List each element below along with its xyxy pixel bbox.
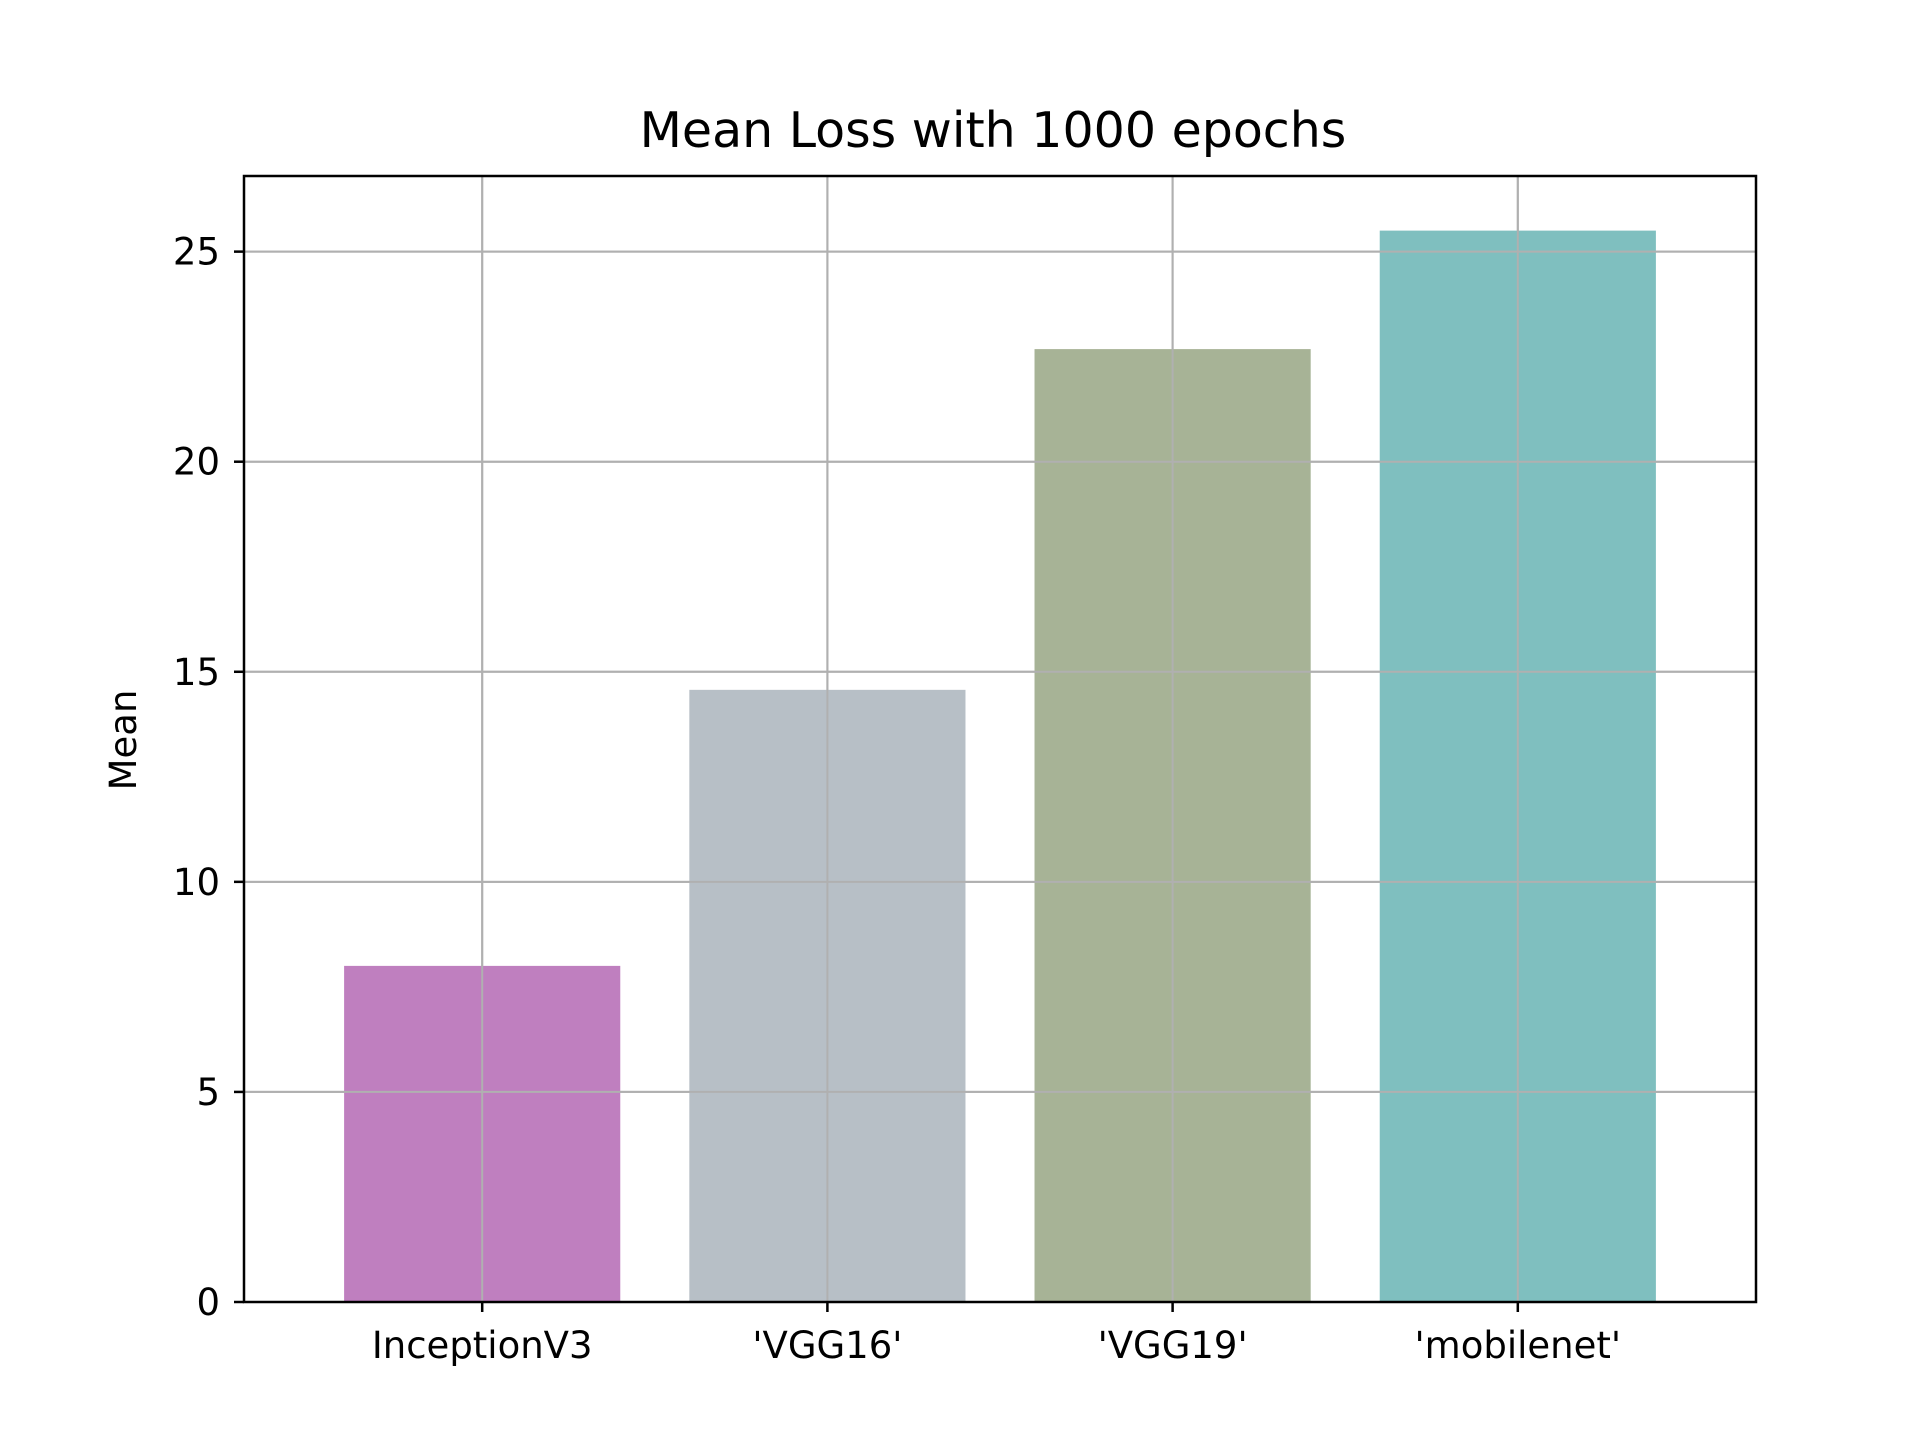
y-tick-label: 20 bbox=[173, 441, 220, 484]
y-axis-ticks: 0 5 10 15 20 25 bbox=[173, 231, 244, 1324]
grid-lines-overlay bbox=[244, 176, 1756, 1303]
x-tick-label: 'VGG19' bbox=[1098, 1324, 1248, 1367]
x-tick-label: 'VGG16' bbox=[752, 1324, 902, 1367]
chart-title: Mean Loss with 1000 epochs bbox=[640, 102, 1347, 159]
x-tick-label: InceptionV3 bbox=[372, 1324, 593, 1367]
y-tick-label: 10 bbox=[173, 861, 220, 904]
y-axis-label: Mean bbox=[102, 690, 145, 791]
y-tick-label: 25 bbox=[173, 231, 220, 274]
y-tick-label: 15 bbox=[173, 651, 220, 694]
x-tick-label: 'mobilenet' bbox=[1415, 1324, 1622, 1367]
axes-frame bbox=[242, 174, 1758, 1304]
y-tick-label: 5 bbox=[196, 1071, 220, 1114]
x-axis-ticks: InceptionV3 'VGG16' 'VGG19' 'mobilenet' bbox=[372, 1302, 1621, 1367]
y-tick-label: 0 bbox=[196, 1281, 220, 1324]
